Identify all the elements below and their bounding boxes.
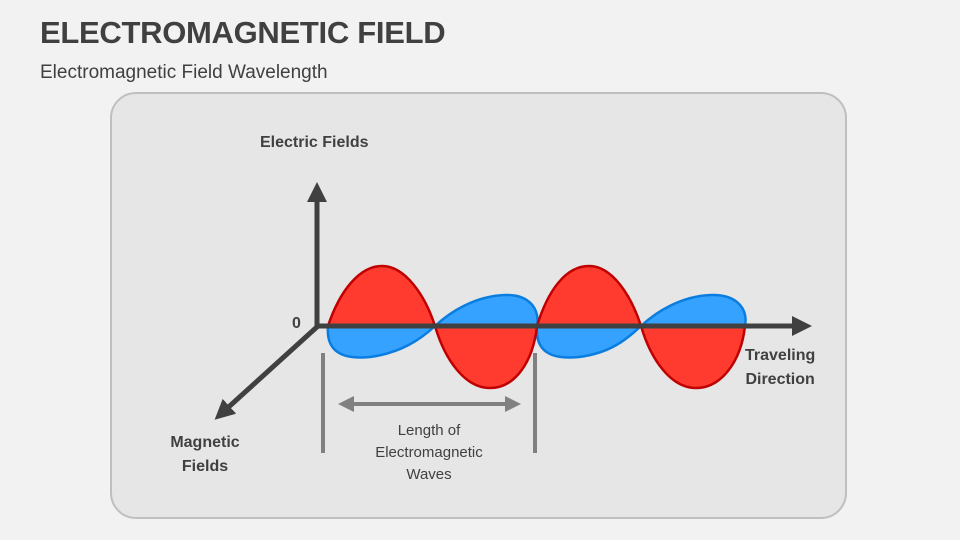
magnetic-fields-line1: Magnetic <box>170 434 240 451</box>
traveling-direction-line1: Traveling <box>745 347 816 364</box>
wavelength-line3: Waves <box>406 466 452 483</box>
electric-lobe-2 <box>433 324 539 390</box>
magnetic-lobe-1 <box>326 324 437 359</box>
wavelength-label: Length of Electromagnetic Waves <box>359 420 499 486</box>
traveling-direction-line2: Direction <box>745 371 815 388</box>
electric-lobe-4 <box>639 324 747 390</box>
magnetic-fields-label: Magnetic Fields <box>165 431 245 479</box>
electric-wave <box>326 264 747 390</box>
page-subtitle: Electromagnetic Field Wavelength <box>40 62 328 83</box>
page-title: ELECTROMAGNETIC FIELD <box>40 15 446 50</box>
wavelength-line2: Electromagnetic <box>375 444 483 461</box>
magnetic-fields-line2: Fields <box>181 458 229 475</box>
magnetic-axis-arrow <box>214 324 320 420</box>
origin-label: 0 <box>292 315 301 332</box>
traveling-direction-label: Traveling Direction <box>745 344 815 392</box>
magnetic-lobe-4 <box>639 293 747 328</box>
wavelength-line1: Length of <box>397 422 461 439</box>
electric-lobe-1 <box>326 264 437 328</box>
magnetic-wave <box>326 293 747 359</box>
electric-fields-label: Electric Fields <box>260 134 369 151</box>
axes <box>214 182 812 420</box>
magnetic-lobe-3 <box>535 324 643 359</box>
electric-lobe-3 <box>535 264 643 328</box>
wavelength-dimension <box>321 353 537 453</box>
magnetic-lobe-2 <box>433 293 539 328</box>
